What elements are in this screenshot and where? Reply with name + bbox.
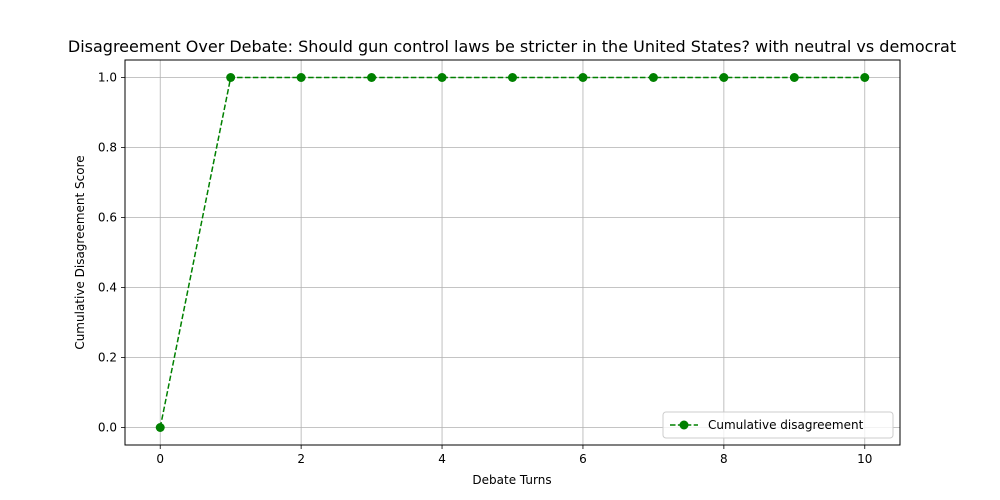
x-axis-ticks: 0 2 4 6 8 10 xyxy=(156,445,872,466)
y-tick-label: 0.0 xyxy=(98,421,117,435)
legend-marker-swatch xyxy=(679,420,689,430)
data-point-marker xyxy=(860,73,870,82)
legend: Cumulative disagreement xyxy=(662,411,894,439)
y-tick-label: 0.4 xyxy=(98,281,117,295)
y-tick-label: 0.2 xyxy=(98,351,117,365)
chart-title: Disagreement Over Debate: Should gun con… xyxy=(68,37,956,56)
x-tick-label: 8 xyxy=(720,452,728,466)
legend-box xyxy=(662,411,894,439)
y-tick-label: 0.6 xyxy=(98,211,117,225)
plot-area-frame xyxy=(124,59,901,446)
series-line xyxy=(159,76,865,428)
x-tick-label: 6 xyxy=(579,452,587,466)
data-point-marker xyxy=(789,73,799,82)
x-tick-label: 2 xyxy=(297,452,305,466)
data-point-marker xyxy=(226,73,236,82)
y-tick-label: 0.8 xyxy=(98,141,117,155)
data-point-marker xyxy=(719,73,729,82)
y-axis-label: Cumulative Disagreement Score xyxy=(73,155,87,349)
x-axis-label: Debate Turns xyxy=(472,473,551,487)
y-tick-label: 1.0 xyxy=(98,71,117,85)
data-point-marker xyxy=(155,423,165,432)
x-tick-label: 10 xyxy=(857,452,872,466)
data-point-marker xyxy=(508,73,517,82)
x-tick-label: 0 xyxy=(156,452,164,466)
data-point-marker xyxy=(578,73,588,82)
data-point-marker xyxy=(648,73,658,82)
data-point-marker xyxy=(437,73,447,82)
series-layer xyxy=(155,73,870,432)
x-tick-label: 4 xyxy=(438,452,446,466)
legend-label: Cumulative disagreement xyxy=(708,418,864,432)
data-point-marker xyxy=(367,73,377,82)
y-axis-ticks: 0.0 0.2 0.4 0.6 0.8 1.0 xyxy=(98,71,125,435)
data-point-marker xyxy=(296,73,306,82)
